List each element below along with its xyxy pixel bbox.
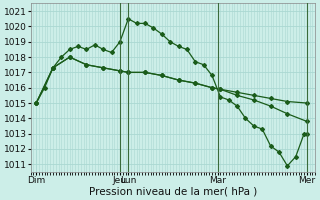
X-axis label: Pression niveau de la mer( hPa ): Pression niveau de la mer( hPa ): [89, 187, 257, 197]
